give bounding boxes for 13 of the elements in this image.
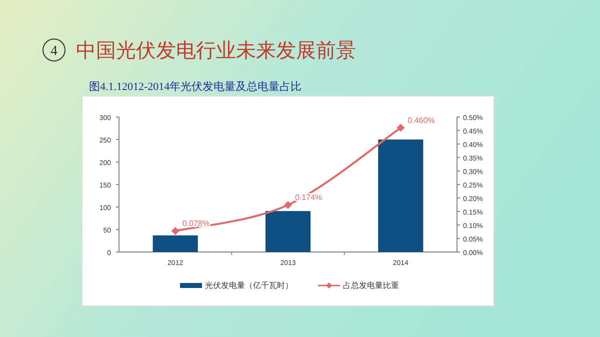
chart-title: 中国光伏发电行业未来发展前景 bbox=[76, 40, 356, 62]
data-label: 0.460% bbox=[408, 116, 435, 125]
bar bbox=[152, 235, 198, 252]
data-label: 0.078% bbox=[182, 218, 210, 228]
bar bbox=[378, 140, 424, 252]
bar bbox=[265, 211, 311, 252]
legend-label: 光伏发电量（亿千瓦时） bbox=[205, 281, 293, 290]
chart-subtitle: 图4.1.12012-2014年光伏发电量及总电量占比 bbox=[89, 80, 302, 93]
point bbox=[284, 201, 292, 210]
point bbox=[396, 124, 405, 132]
legend-label: 占总发电量比重 bbox=[343, 281, 399, 290]
point bbox=[171, 226, 180, 235]
annotation: 4 bbox=[42, 38, 66, 62]
